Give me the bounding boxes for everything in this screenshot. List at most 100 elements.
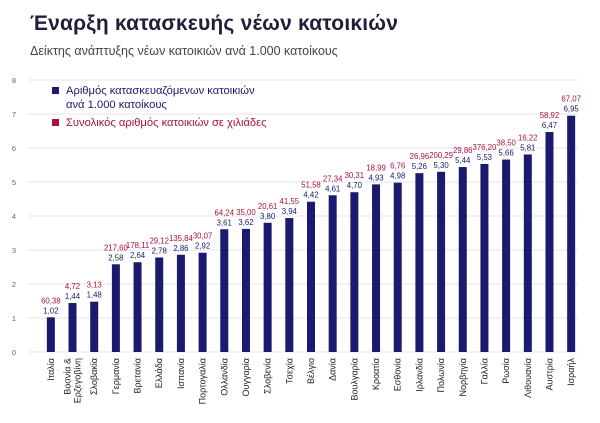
bar-value-label: 2,64: [130, 251, 146, 260]
x-category-label: Γερμανία: [111, 358, 121, 394]
bar: [155, 257, 164, 352]
total-value-label: 18,99: [366, 163, 386, 172]
bar: [523, 154, 532, 352]
bar-value-label: 3,80: [260, 212, 276, 221]
x-category-label: Ιταλία: [46, 358, 56, 381]
bar-value-label: 5,44: [455, 156, 471, 165]
total-value-label: 135,84: [169, 234, 194, 243]
bar-value-label: 2,58: [108, 253, 123, 262]
bar-value-label: 4,70: [347, 181, 363, 190]
x-category-label: Γαλλία: [479, 358, 489, 384]
x-category-label: Ρωσία: [501, 358, 511, 384]
chart-legend: Αριθμός κατασκευαζόμενων κατοικιών ανά 1…: [52, 84, 267, 134]
x-category-label: Βοσνία &Ερζεγοβίνη: [63, 358, 83, 403]
bar-value-label: 5,30: [433, 161, 449, 170]
total-value-label: 41,55: [280, 197, 300, 206]
bar-value-label: 1,48: [87, 291, 102, 300]
x-category-label: Δανία: [328, 358, 338, 381]
bar: [285, 218, 294, 352]
total-value-label: 60,38: [41, 296, 61, 305]
bar: [328, 195, 337, 352]
x-category-label: Ιρλανδία: [414, 358, 424, 392]
total-value-label: 58,92: [540, 111, 560, 120]
legend-item-totals: Συνολικός αριθμός κατοικιών σε χιλιάδες: [52, 116, 267, 130]
total-value-label: 51,58: [301, 181, 321, 190]
bar: [111, 264, 120, 352]
total-value-label: 64,24: [215, 208, 235, 217]
x-category-label: Νορβηγία: [458, 358, 468, 397]
bar-value-label: 5,26: [412, 162, 427, 171]
bar-value-label: 4,42: [303, 191, 318, 200]
y-tick-label: 2: [12, 280, 16, 289]
chart-title: Έναρξη κατασκευής νέων κατοικιών: [30, 12, 399, 35]
bar: [90, 301, 99, 352]
total-value-label: 30,31: [345, 171, 365, 180]
x-category-label: Κροατία: [371, 358, 381, 390]
chart-subtitle: Δείκτης ανάπτυξης νέων κατοικιών ανά 1.0…: [30, 44, 338, 58]
bar: [176, 254, 185, 352]
y-tick-label: 1: [12, 314, 16, 323]
legend-item-bars: Αριθμός κατασκευαζόμενων κατοικιών ανά 1…: [52, 84, 267, 112]
y-tick-label: 5: [12, 178, 16, 187]
bar: [415, 173, 424, 352]
bar: [263, 222, 272, 352]
bar: [480, 163, 489, 352]
bar: [133, 262, 142, 352]
legend-swatch-bars: [52, 87, 59, 94]
total-value-label: 16,22: [518, 133, 538, 142]
bar-value-label: 4,61: [325, 184, 340, 193]
x-category-label: Πολωνία: [436, 358, 446, 392]
total-value-label: 6,76: [390, 162, 405, 171]
bar: [198, 252, 207, 352]
x-category-label: Τσεχία: [284, 358, 294, 384]
bar: [437, 171, 446, 352]
total-value-label: 4,72: [65, 282, 80, 291]
total-value-label: 178,11: [126, 241, 149, 250]
bar: [220, 229, 229, 352]
bar: [458, 167, 467, 352]
bar-value-label: 2,92: [195, 242, 210, 251]
total-value-label: 35,00: [236, 208, 256, 217]
total-value-label: 376,20: [473, 143, 498, 152]
bar: [372, 184, 381, 352]
total-value-label: 38,50: [496, 139, 516, 148]
x-category-label: Ουγγαρία: [241, 358, 251, 396]
bar-value-label: 3,61: [217, 218, 232, 227]
y-tick-label: 7: [12, 110, 16, 119]
bar-value-label: 6,47: [542, 121, 557, 130]
y-tick-label: 6: [12, 144, 16, 153]
bar-value-label: 5,66: [499, 149, 514, 158]
y-tick-label: 4: [12, 212, 16, 221]
bar: [393, 182, 402, 352]
bar-value-label: 2,78: [152, 246, 167, 255]
x-category-label: Ολλανδία: [219, 358, 229, 396]
legend-label-totals: Συνολικός αριθμός κατοικιών σε χιλιάδες: [66, 117, 267, 129]
bar-value-label: 6,95: [564, 105, 580, 114]
legend-label-bars: Αριθμός κατασκευαζόμενων κατοικιών ανά 1…: [66, 85, 255, 111]
bar: [545, 132, 554, 352]
bar-value-label: 1,02: [43, 306, 58, 315]
legend-swatch-totals: [52, 119, 59, 126]
total-value-label: 3,13: [87, 281, 102, 290]
total-value-label: 30,07: [193, 232, 213, 241]
bar-value-label: 4,98: [390, 172, 405, 181]
total-value-label: 26,96: [410, 152, 430, 161]
bar-value-label: 3,62: [238, 218, 253, 227]
bar: [307, 201, 315, 352]
y-tick-label: 8: [12, 76, 16, 85]
x-category-label: Ισπανία: [176, 358, 186, 389]
y-tick-label: 3: [12, 246, 16, 255]
x-category-label: Βέλγιο: [306, 358, 316, 384]
x-category-label: Πορτογαλία: [198, 358, 208, 404]
x-category-label: Ισραήλ: [566, 358, 576, 386]
x-category-label: Σλοβενία: [263, 358, 273, 394]
bar-value-label: 5,81: [520, 143, 535, 152]
total-value-label: 27,34: [323, 174, 343, 183]
total-value-label: 20,61: [258, 202, 278, 211]
x-category-label: Εσθονία: [393, 358, 403, 391]
total-value-label: 29,86: [453, 146, 473, 155]
bar: [68, 303, 77, 352]
x-category-label: Σλοβακία: [89, 358, 99, 395]
total-value-label: 217,60: [104, 243, 129, 252]
